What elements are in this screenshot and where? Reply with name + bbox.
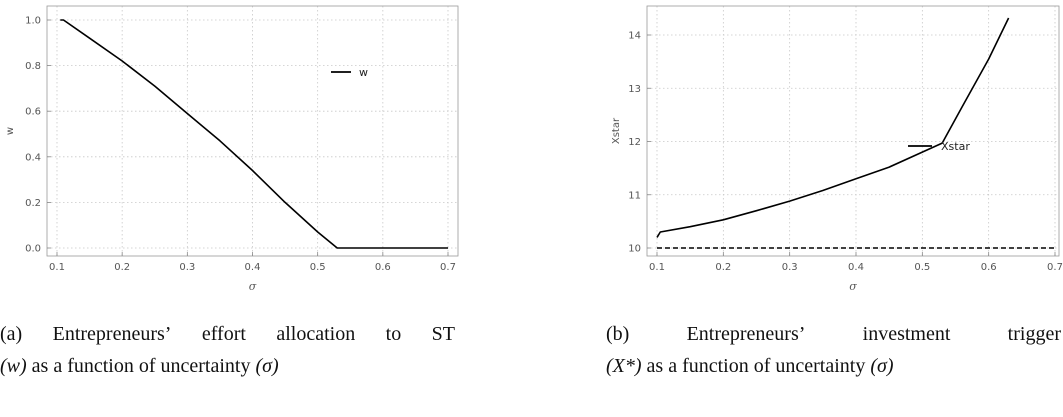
caption-a-word-4: to	[385, 323, 402, 345]
chart-a-ytick-label-1: 0.2	[25, 198, 41, 209]
chart-a-ytick-label-0: 0.0	[25, 244, 41, 255]
chart-a-effort-allocation: 0.1 0.2 0.3 0.4 0.5 0.6 0.7 0.0 0.2 0.4 0.6 0.8 1.0 σ…	[5, 5, 459, 293]
caption-a-word-1: Entrepreneurs’	[52, 323, 172, 345]
chart-b-xtick-label-1: 0.2	[715, 262, 731, 273]
caption-a-sigma: (σ)	[255, 355, 279, 377]
chart-b-ytick-label-0: 10	[628, 244, 641, 255]
caption-a: (a) Entrepreneurs’ effort allocation to …	[0, 318, 455, 382]
chart-b-xtick-label-0: 0.1	[649, 262, 665, 273]
caption-b-sigma: (σ)	[870, 355, 894, 377]
chart-a-xlabel: σ	[249, 280, 257, 293]
chart-b-series-0-line	[656, 17, 1010, 238]
caption-a-var: (w)	[0, 355, 27, 377]
chart-b-ytick-label-4: 14	[628, 31, 641, 42]
chart-b-xtick-label-2: 0.3	[782, 262, 798, 273]
chart-b-investment-trigger: 0.1 0.2 0.3 0.4 0.5 0.6 0.7 10 11 12 13 14 σ Xstar Xst…	[611, 5, 1063, 293]
caption-a-label: (a)	[0, 323, 23, 345]
caption-a-word-3: allocation	[276, 323, 356, 345]
caption-b-line2: (X*) as a function of uncertainty (σ)	[606, 350, 1061, 382]
chart-b-ytick-label-3: 13	[628, 84, 641, 95]
chart-a-ylabel: w	[5, 127, 16, 135]
caption-b-word-3: trigger	[1007, 323, 1061, 345]
caption-a-word-5: ST	[431, 323, 455, 345]
caption-b-label: (b)	[606, 323, 630, 345]
chart-a-legend-label: w	[359, 66, 368, 79]
chart-a-xtick-label-1: 0.2	[114, 262, 130, 273]
chart-a-series-0-line	[60, 19, 448, 249]
chart-a-xtick-label-6: 0.7	[440, 262, 456, 273]
chart-b-ylabel: Xstar	[611, 117, 622, 144]
caption-b: (b) Entrepreneurs’ investment trigger (X…	[606, 318, 1061, 382]
caption-b-text: as a function of uncertainty	[646, 355, 866, 377]
caption-b-var: (X*)	[606, 355, 642, 377]
chart-b-legend-label: Xstar	[941, 140, 970, 153]
chart-a-ytick-label-4: 0.8	[25, 61, 41, 72]
caption-a-line1: (a) Entrepreneurs’ effort allocation to …	[0, 318, 455, 350]
chart-b-ytick-label-1: 11	[628, 190, 641, 201]
figure-canvas: 0.1 0.2 0.3 0.4 0.5 0.6 0.7 0.0 0.2 0.4 0.6 0.8 1.0 σ…	[5, 5, 1063, 293]
caption-a-line2: (w) as a function of uncertainty (σ)	[0, 350, 455, 382]
chart-b-xtick-label-4: 0.5	[914, 262, 930, 273]
chart-a-xtick-label-0: 0.1	[49, 262, 65, 273]
chart-a-ytick-label-3: 0.6	[25, 107, 41, 118]
chart-b-ytick-label-2: 12	[628, 137, 641, 148]
chart-a-xtick-label-2: 0.3	[179, 262, 195, 273]
caption-a-text: as a function of uncertainty	[31, 355, 251, 377]
chart-a-xtick-label-4: 0.5	[310, 262, 326, 273]
chart-b-frame	[646, 5, 1060, 257]
chart-a-ytick-label-2: 0.4	[25, 152, 41, 163]
chart-a-xtick-label-5: 0.6	[375, 262, 391, 273]
chart-a-xtick-label-3: 0.4	[245, 262, 261, 273]
caption-b-word-1: Entrepreneurs’	[686, 323, 806, 345]
chart-a-ytick-label-5: 1.0	[25, 16, 41, 27]
caption-a-word-2: effort	[201, 323, 246, 345]
chart-b-xtick-label-6: 0.7	[1047, 262, 1063, 273]
chart-b-xlabel: σ	[849, 280, 857, 293]
caption-b-word-2: investment	[862, 323, 951, 345]
chart-b-xtick-label-5: 0.6	[981, 262, 997, 273]
chart-b-xtick-label-3: 0.4	[848, 262, 864, 273]
caption-b-line1: (b) Entrepreneurs’ investment trigger	[606, 318, 1061, 350]
